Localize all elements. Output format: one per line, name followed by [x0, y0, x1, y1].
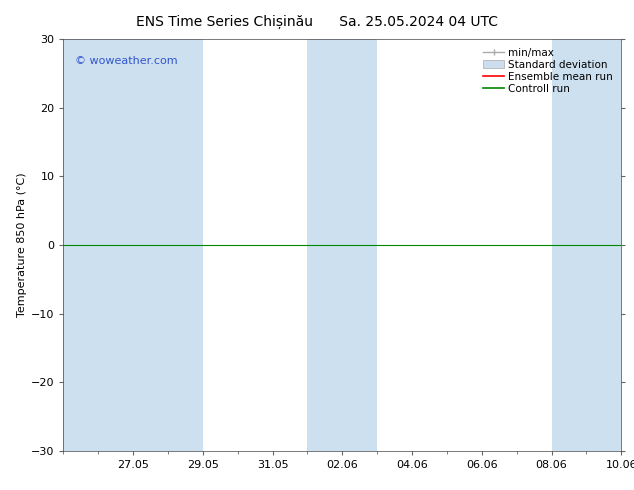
Text: © woweather.com: © woweather.com — [75, 56, 177, 66]
Y-axis label: Temperature 850 hPa (°C): Temperature 850 hPa (°C) — [16, 172, 27, 318]
Text: ENS Time Series Chișinău      Sa. 25.05.2024 04 UTC: ENS Time Series Chișinău Sa. 25.05.2024 … — [136, 15, 498, 29]
Bar — [307, 39, 377, 451]
Legend: min/max, Standard deviation, Ensemble mean run, Controll run: min/max, Standard deviation, Ensemble me… — [480, 45, 616, 97]
Bar — [552, 39, 621, 451]
Bar — [63, 39, 133, 451]
Bar — [133, 39, 203, 451]
